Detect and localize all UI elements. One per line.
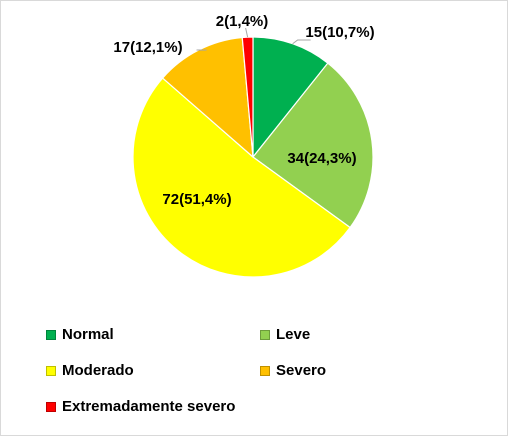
legend-swatch-moderado [46,365,56,376]
legend: Normal Leve Moderado Severo Extremadamen… [46,326,486,426]
data-label-severo: 17(12,1%) [113,39,182,56]
legend-label-extremadamente-severo: Extremadamente severo [62,398,236,415]
legend-swatch-normal [46,329,56,340]
legend-label-severo: Severo [276,362,327,379]
pie-slice-normal [252,36,329,159]
legend-item-normal: Normal [46,326,114,343]
legend-swatch-leve [260,329,270,340]
leader-line-normal [292,39,311,45]
legend-item-extremadamente-severo: Extremadamente severo [46,398,235,415]
pie-slice-leve [252,62,374,229]
legend-label-moderado: Moderado [62,362,134,379]
data-label-normal: 15(10,7%) [305,24,374,41]
legend-swatch-extremadamente-severo [46,401,56,412]
pie-slice-moderado [132,77,351,278]
legend-item-leve: Leve [260,326,310,343]
legend-item-moderado: Moderado [46,362,134,379]
leader-line-extremadamente-severo [245,27,249,38]
legend-swatch-severo [260,365,270,376]
data-label-extremadamente-severo: 2(1,4%) [216,13,269,30]
legend-item-severo: Severo [260,362,326,379]
legend-label-leve: Leve [276,326,311,343]
data-label-moderado: 72(51,4%) [162,191,231,208]
data-label-leve: 34(24,3%) [287,150,356,167]
legend-label-normal: Normal [62,326,114,343]
